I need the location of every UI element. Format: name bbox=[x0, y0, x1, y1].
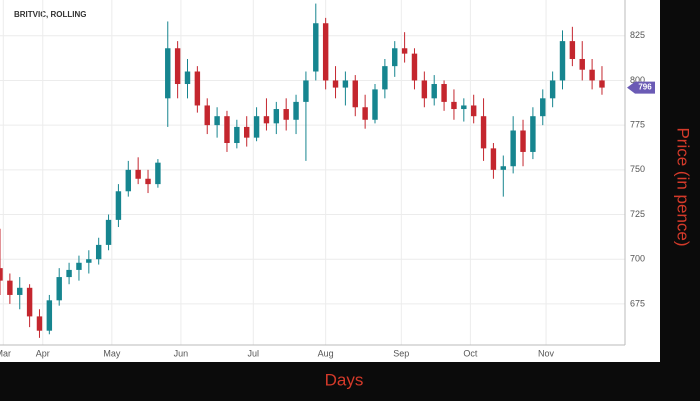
y-tick-label: 700 bbox=[630, 254, 645, 264]
candle-body bbox=[95, 244, 102, 260]
candle-body bbox=[352, 80, 358, 108]
candle-body bbox=[589, 69, 595, 81]
y-tick-label: 800 bbox=[630, 75, 645, 85]
candle-body bbox=[46, 300, 53, 331]
candle-body bbox=[530, 116, 536, 152]
candle-body bbox=[559, 41, 566, 81]
grid bbox=[0, 0, 625, 345]
x-tick-label: Mar bbox=[0, 348, 11, 358]
candle-body bbox=[313, 23, 319, 72]
candle-body bbox=[342, 80, 349, 88]
candle-body bbox=[480, 116, 487, 149]
y-tick-label: 825 bbox=[630, 30, 645, 40]
candle-body bbox=[165, 48, 171, 99]
candle-body bbox=[303, 80, 309, 102]
candle-body bbox=[17, 287, 23, 295]
candle-body bbox=[66, 269, 72, 278]
candle-body bbox=[293, 101, 299, 120]
last-price-label: 796 bbox=[638, 83, 652, 92]
candle-body bbox=[214, 116, 220, 126]
candle-body bbox=[76, 262, 82, 270]
x-tick-label: Nov bbox=[538, 348, 555, 358]
x-tick-label: May bbox=[103, 348, 121, 358]
x-tick-label: Apr bbox=[36, 348, 50, 358]
candle-body bbox=[500, 166, 507, 170]
candle-body bbox=[510, 130, 516, 167]
candle-body bbox=[204, 105, 210, 126]
candle-body bbox=[490, 148, 497, 170]
candle-body bbox=[234, 126, 240, 144]
candle-body bbox=[411, 53, 418, 81]
candle-body bbox=[441, 84, 447, 102]
x-axis-label: Days bbox=[325, 370, 364, 389]
candle-body bbox=[263, 116, 270, 124]
candle-body bbox=[579, 58, 585, 70]
candle-body bbox=[7, 280, 13, 295]
candle-body bbox=[174, 48, 181, 85]
candle-body bbox=[26, 287, 33, 317]
candle-body bbox=[382, 66, 388, 90]
candle-body bbox=[224, 116, 230, 144]
y-tick-label: 775 bbox=[630, 120, 645, 130]
candle-body bbox=[362, 107, 368, 120]
candle-body bbox=[273, 109, 280, 124]
plot-background bbox=[0, 0, 660, 362]
candle-body bbox=[599, 80, 605, 88]
x-tick-label: Oct bbox=[463, 348, 478, 358]
x-tick-label: Sep bbox=[393, 348, 409, 358]
y-tick-label: 750 bbox=[630, 164, 645, 174]
candle-body bbox=[401, 48, 408, 54]
x-tick-label: Jul bbox=[248, 348, 260, 358]
candle-body bbox=[392, 48, 398, 67]
candle-body bbox=[184, 71, 191, 85]
candle-body bbox=[36, 316, 43, 331]
chart-title: BRITVIC, ROLLING bbox=[14, 10, 86, 19]
candle-body bbox=[125, 169, 132, 192]
candle-body bbox=[372, 89, 378, 120]
candle-body bbox=[243, 126, 250, 138]
candle-body bbox=[155, 162, 161, 185]
x-tick-label: Jun bbox=[174, 348, 189, 358]
candle-body bbox=[461, 105, 467, 110]
candle-body bbox=[0, 268, 3, 281]
candle-body bbox=[194, 71, 201, 106]
candle-body bbox=[322, 23, 329, 81]
candle-body bbox=[135, 169, 141, 179]
candle-body bbox=[540, 98, 546, 117]
last-price-tag bbox=[627, 81, 655, 94]
candle-body bbox=[549, 80, 556, 99]
candle-body bbox=[56, 277, 62, 301]
candle-body bbox=[105, 219, 112, 245]
candle-body bbox=[332, 80, 339, 88]
candle-body bbox=[421, 80, 428, 99]
y-axis-label: Price (in pence) bbox=[674, 127, 693, 246]
y-tick-label: 675 bbox=[630, 298, 645, 308]
candle-body bbox=[451, 101, 457, 110]
y-tick-label: 725 bbox=[630, 209, 645, 219]
candle-body bbox=[253, 116, 260, 138]
candle-body bbox=[569, 41, 576, 59]
candle-body bbox=[470, 105, 477, 117]
candle-body bbox=[145, 178, 151, 185]
candle-body bbox=[86, 259, 92, 263]
x-tick-label: Aug bbox=[318, 348, 334, 358]
candle-body bbox=[115, 191, 122, 220]
candle-body bbox=[431, 84, 437, 99]
candle-body bbox=[520, 130, 526, 152]
candle-body bbox=[283, 109, 289, 120]
